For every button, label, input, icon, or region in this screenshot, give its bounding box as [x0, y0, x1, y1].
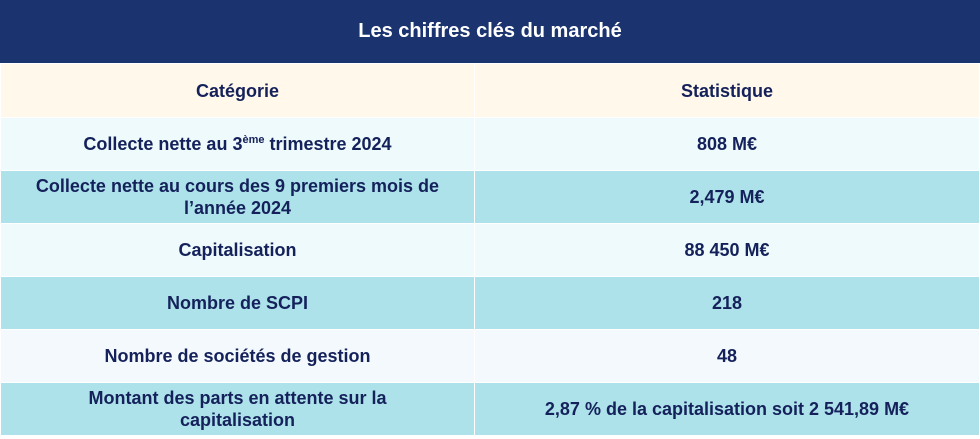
row-category: Collecte nette au cours des 9 premiers m… [0, 170, 475, 224]
header-category: Catégorie [0, 63, 475, 118]
row-category: Collecte nette au 3ème trimestre 2024 [0, 117, 475, 171]
row-value: 808 M€ [474, 117, 980, 171]
row-category: Montant des parts en attente sur la capi… [0, 382, 475, 436]
table-row: Collecte nette au 3ème trimestre 2024 80… [0, 117, 980, 171]
row-category: Nombre de SCPI [0, 276, 475, 330]
market-figures-table: Catégorie Statistique Collecte nette au … [0, 63, 980, 436]
category-text: Collecte nette au 3 [83, 134, 243, 154]
row-category: Nombre de sociétés de gestion [0, 329, 475, 383]
row-category: Capitalisation [0, 223, 475, 277]
category-text: trimestre 2024 [264, 134, 392, 154]
superscript: ème [242, 134, 265, 146]
row-value: 88 450 M€ [474, 223, 980, 277]
table-row: Montant des parts en attente sur la capi… [0, 382, 980, 436]
row-value: 2,87 % de la capitalisation soit 2 541,8… [474, 382, 980, 436]
row-value: 218 [474, 276, 980, 330]
row-value: 2,479 M€ [474, 170, 980, 224]
table-row: Nombre de sociétés de gestion 48 [0, 329, 980, 383]
table-row: Nombre de SCPI 218 [0, 276, 980, 330]
row-value: 48 [474, 329, 980, 383]
table-row: Collecte nette au cours des 9 premiers m… [0, 170, 980, 224]
table-header-row: Catégorie Statistique [0, 63, 980, 118]
header-statistic: Statistique [474, 63, 980, 118]
table-title: Les chiffres clés du marché [0, 0, 980, 63]
table-row: Capitalisation 88 450 M€ [0, 223, 980, 277]
